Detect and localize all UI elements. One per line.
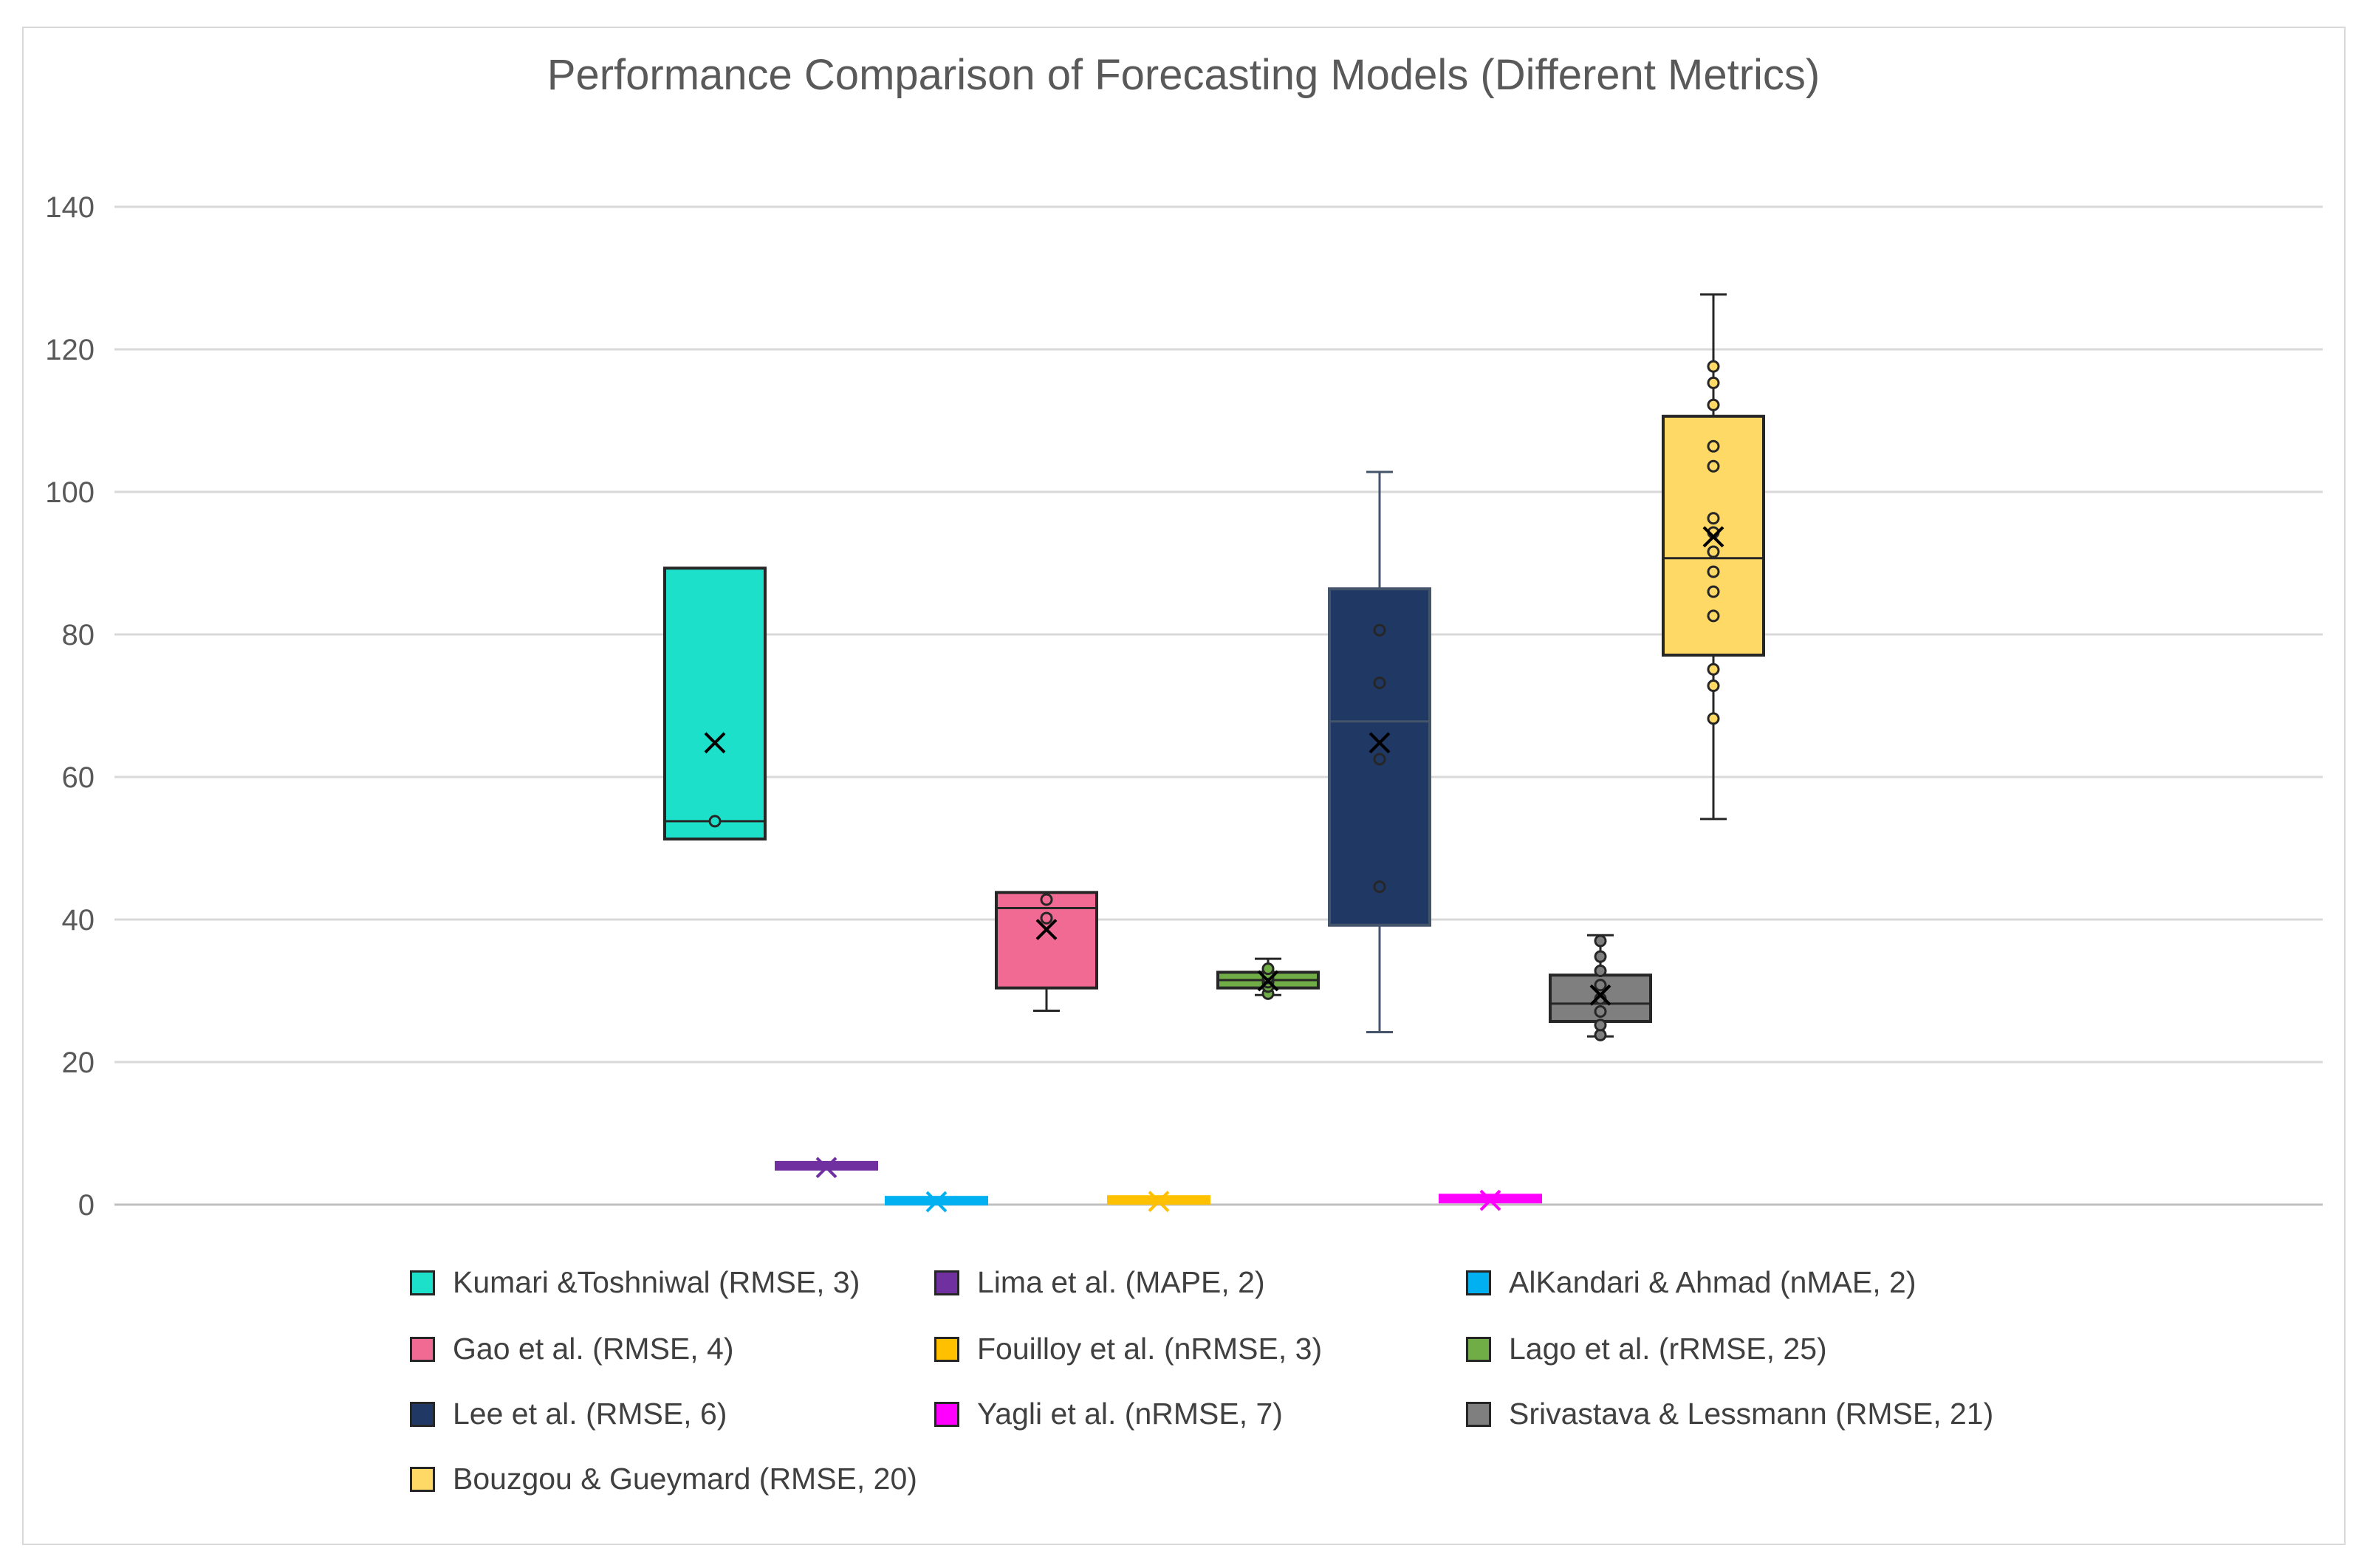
data-point	[1707, 360, 1720, 373]
data-point	[1594, 1018, 1607, 1032]
y-tick-label: 100	[45, 476, 95, 509]
y-tick-label: 0	[78, 1189, 95, 1222]
boxes	[663, 293, 1765, 1213]
mean-marker	[1589, 984, 1611, 1006]
y-tick-label: 140	[45, 191, 95, 224]
mean-marker	[815, 1157, 837, 1179]
y-tick-label: 60	[62, 761, 95, 794]
box-2	[775, 1157, 878, 1179]
data-point	[1373, 880, 1386, 894]
data-point	[1707, 439, 1720, 453]
box-body	[995, 891, 1098, 990]
data-point	[1373, 753, 1386, 766]
data-point	[1707, 609, 1720, 623]
data-point	[1594, 979, 1607, 992]
chart-area	[22, 27, 2346, 1545]
mean-marker	[704, 732, 726, 754]
mean-marker	[1257, 970, 1279, 992]
data-point	[1707, 376, 1720, 389]
box-1	[663, 566, 767, 841]
data-point	[1707, 679, 1720, 692]
mean-marker	[1702, 526, 1724, 548]
mean-marker	[1035, 919, 1058, 940]
data-point	[1707, 398, 1720, 411]
box-6	[1216, 957, 1320, 1000]
data-point	[708, 815, 722, 828]
box-body	[663, 566, 767, 841]
y-tick-label: 120	[45, 334, 95, 366]
y-tick-label: 40	[62, 904, 95, 937]
box-5	[1107, 1191, 1210, 1213]
mean-marker	[925, 1191, 948, 1213]
data-point	[1594, 1028, 1607, 1041]
box-3	[885, 1191, 988, 1213]
box-8	[1439, 1189, 1542, 1211]
box-7	[1328, 470, 1431, 1033]
data-point	[1261, 962, 1275, 976]
y-tick-label: 20	[62, 1047, 95, 1079]
data-point	[1373, 677, 1386, 690]
data-point	[1707, 565, 1720, 578]
data-point	[1707, 512, 1720, 525]
gridlines	[114, 205, 2323, 1206]
data-point	[1707, 545, 1720, 558]
box-9	[1549, 934, 1652, 1041]
data-point	[1040, 911, 1053, 925]
box-4	[995, 891, 1098, 1013]
mean-marker	[1369, 732, 1391, 754]
data-point	[1594, 964, 1607, 977]
data-point	[1373, 623, 1386, 637]
data-point	[1594, 950, 1607, 963]
data-point	[1040, 893, 1053, 906]
data-point	[1707, 712, 1720, 725]
data-point	[1594, 934, 1607, 948]
box-10	[1662, 293, 1765, 821]
mean-marker	[1479, 1189, 1501, 1211]
chart-title: Performance Comparison of Forecasting Mo…	[547, 51, 1820, 99]
data-point	[1707, 585, 1720, 598]
data-point	[1594, 1004, 1607, 1018]
y-axis-ticks: 0 20 40 60 80 100 120 140	[45, 191, 95, 1222]
mean-marker	[1148, 1191, 1170, 1213]
data-point	[1707, 663, 1720, 676]
data-point	[1707, 459, 1720, 473]
y-tick-label: 80	[62, 619, 95, 651]
